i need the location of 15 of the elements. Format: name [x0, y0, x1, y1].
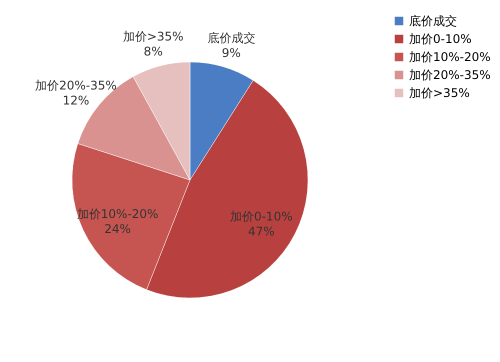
legend-label: 底价成交: [409, 14, 457, 28]
legend-label: 加价>35%: [409, 86, 470, 100]
data-label: 8%: [144, 44, 163, 59]
slice-label: 加价0-10%: [230, 209, 293, 224]
data-label: 9%: [222, 46, 241, 60]
legend-label: 加价10%-20%: [409, 50, 491, 64]
data-label: 12%: [62, 94, 90, 108]
slice-label: 加价10%-20%: [76, 207, 158, 222]
slice-label: 底价成交: [207, 30, 256, 45]
legend-label: 加价20%-35%: [409, 68, 491, 82]
legend-label: 加价0-10%: [409, 32, 472, 46]
slice-label: 加价20%-35%: [35, 78, 117, 93]
data-label: 24%: [104, 222, 131, 236]
slice-label: 加价>35%: [122, 30, 184, 44]
data-label: 47%: [248, 224, 275, 238]
